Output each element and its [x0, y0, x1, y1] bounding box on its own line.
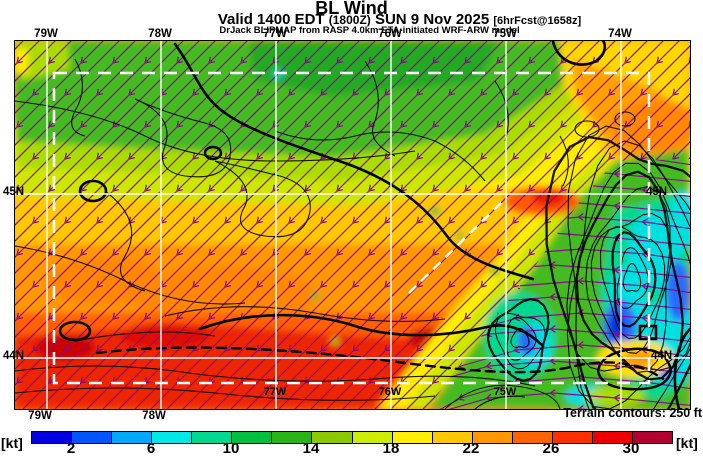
terrain-contours	[15, 58, 690, 409]
legend-tick-18: 18	[382, 440, 400, 457]
colorbar-cell-12	[272, 432, 313, 443]
lon-label-inner-77w: 77W	[263, 386, 287, 398]
lon-label-top-77w: 77W	[263, 28, 287, 40]
lon-label-bottom-79w: 79W	[28, 410, 52, 422]
coastline-and-borders	[58, 41, 690, 409]
wind-speed-colorbar	[31, 431, 673, 444]
colorbar-cell-30	[632, 432, 672, 443]
dashed-state-border	[95, 346, 665, 381]
task-line	[408, 196, 508, 294]
valid-prefix: Valid 1400 EDT	[217, 11, 325, 28]
forecast-map	[14, 40, 691, 410]
lon-label-bottom-78w: 78W	[142, 410, 166, 422]
lat-lon-graticule	[15, 41, 690, 409]
colorbar-cell-24	[512, 432, 553, 443]
lon-label-top-79w: 79W	[34, 28, 58, 40]
valid-date: SUN 9 Nov 2025	[374, 11, 490, 28]
lon-label-top-76w: 76W	[378, 28, 402, 40]
colorbar-cell-18	[392, 432, 433, 443]
colorbar-cell-8	[192, 432, 233, 443]
colorbar-cell-6	[152, 432, 193, 443]
lat-label-left-44n: 44N	[3, 350, 25, 362]
terrain-contour-note: Terrain contours: 250 ft	[563, 406, 702, 420]
lon-label-top-78w: 78W	[148, 28, 172, 40]
colorbar-cell-20	[432, 432, 473, 443]
forecast-tag: [6hrFcst@1658z]	[493, 15, 582, 27]
colorbar-cell-28	[592, 432, 633, 443]
legend-tick-30: 30	[622, 440, 640, 457]
legend-tick-14: 14	[302, 440, 320, 457]
lat-label-right-45n: 45N	[646, 186, 668, 198]
model-credit-line: DrJack BLIPMAP from RASP 4.0km ETA-initi…	[219, 25, 520, 36]
lon-label-top-74w: 74W	[608, 28, 632, 40]
model-domain-box	[52, 71, 651, 385]
colorbar-cell-14	[312, 432, 353, 443]
lon-label-inner-76w: 76W	[378, 386, 402, 398]
legend-tick-6: 6	[146, 440, 156, 457]
legend-tick-26: 26	[542, 440, 560, 457]
legend-tick-22: 22	[462, 440, 480, 457]
page-title: BL Wind	[315, 0, 388, 18]
colorbar-cell-10	[232, 432, 273, 443]
colorbar-cell-16	[352, 432, 393, 443]
colorbar-cell-0	[32, 432, 73, 443]
lon-label-inner-75w: 75W	[493, 386, 517, 398]
valid-zulu: (1800Z)	[328, 13, 371, 27]
colorbar-cell-26	[552, 432, 593, 443]
legend-unit-right: [kt]	[676, 435, 698, 451]
legend-tick-10: 10	[222, 440, 240, 457]
wind-field-canvas	[15, 41, 690, 409]
legend-unit-left: [kt]	[1, 435, 23, 451]
lon-label-top-75w: 75W	[493, 28, 517, 40]
colorbar-cell-2	[72, 432, 113, 443]
colorbar-cell-22	[472, 432, 513, 443]
lat-label-left-45n: 45N	[3, 186, 25, 198]
valid-time-line: Valid 1400 EDT (1800Z) SUN 9 Nov 2025 [6…	[0, 11, 703, 28]
colorbar-cell-4	[112, 432, 153, 443]
legend-tick-2: 2	[66, 440, 76, 457]
lat-label-right-44n: 44N	[651, 350, 673, 362]
